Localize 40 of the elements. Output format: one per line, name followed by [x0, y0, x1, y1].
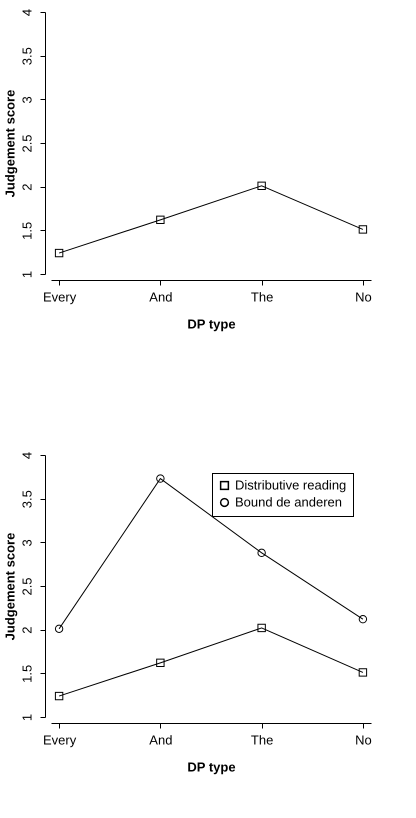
y-tick-label: 1 — [20, 270, 34, 278]
x-tick-label: Every — [42, 732, 77, 748]
y-axis-title: Judgement score — [2, 90, 18, 198]
point — [358, 668, 368, 677]
y-tick-label: 1.5 — [20, 664, 34, 683]
y-tick-label: 2.5 — [20, 134, 34, 153]
point — [54, 692, 64, 700]
point — [358, 225, 368, 234]
point — [257, 624, 266, 632]
x-tick-label: No — [355, 290, 372, 304]
point — [54, 248, 64, 258]
point — [257, 182, 266, 190]
y-tick-label: 2.5 — [20, 577, 34, 596]
y-tick-label: 4 — [20, 452, 34, 460]
x-tick-label: No — [355, 732, 372, 748]
x-tick-label: Every — [42, 290, 77, 304]
y-tick-label: 4 — [20, 8, 34, 16]
y-tick-label: 2 — [20, 184, 34, 191]
y-tick-label: 2 — [20, 626, 34, 634]
legend-label: Distributive reading — [235, 478, 346, 492]
y-tick-label: 3.5 — [20, 490, 34, 508]
y-tick-label: 3 — [20, 539, 34, 546]
y-tick-label: 3.5 — [20, 47, 34, 66]
x-axis-title: DP type — [187, 316, 236, 332]
x-tick-label: The — [250, 732, 274, 748]
y-tick-label: 3 — [20, 96, 34, 104]
point — [358, 614, 368, 624]
x-tick-label: The — [250, 290, 274, 304]
point — [156, 474, 165, 483]
point — [257, 548, 266, 558]
x-axis-title: DP type — [187, 760, 236, 774]
point — [156, 216, 165, 224]
x-tick-label: And — [149, 290, 172, 304]
point — [54, 624, 64, 633]
y-tick-label: 1.5 — [20, 222, 34, 240]
legend-label: Bound de anderen — [235, 494, 342, 510]
x-tick-label: And — [149, 732, 172, 748]
y-axis-title: Judgement score — [2, 532, 18, 640]
y-tick-label: 1 — [20, 714, 34, 722]
point — [156, 658, 165, 668]
